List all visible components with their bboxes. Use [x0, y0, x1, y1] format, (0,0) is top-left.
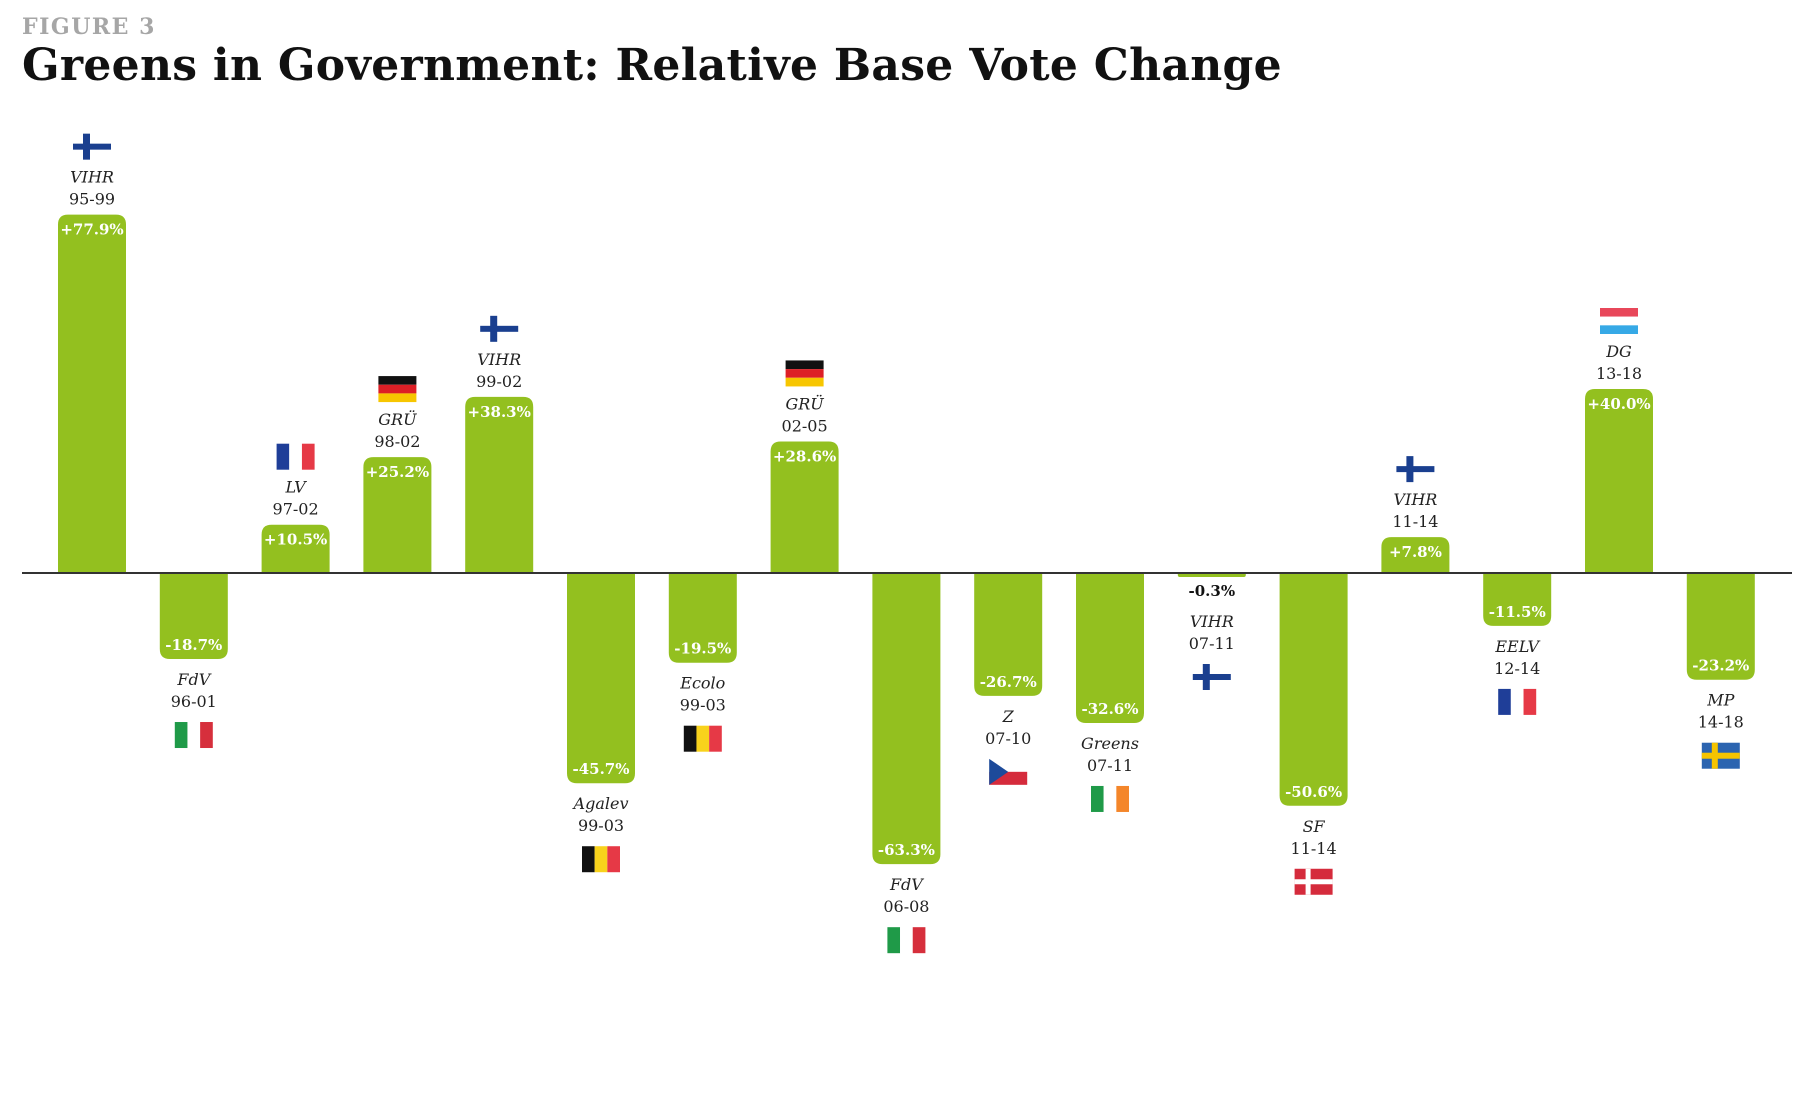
party-label: GRÜ [378, 409, 417, 429]
value-label: +10.5% [264, 531, 327, 549]
period-label: 99-03 [578, 816, 624, 835]
flag-icon-fi [480, 315, 519, 342]
bar [465, 396, 534, 573]
value-label: -63.3% [878, 841, 935, 859]
period-label: 07-11 [1189, 634, 1235, 653]
period-label: 99-03 [680, 696, 726, 715]
party-label: VIHR [1393, 490, 1437, 509]
value-label: -32.6% [1081, 700, 1138, 718]
value-label: -26.7% [980, 673, 1037, 691]
bar [363, 457, 432, 573]
period-label: 96-01 [171, 692, 217, 711]
party-label: VIHR [1190, 612, 1234, 631]
bar [58, 214, 126, 573]
bar [1483, 573, 1552, 626]
period-label: 14-18 [1698, 713, 1744, 732]
party-label: Agalev [572, 794, 629, 813]
value-label: +77.9% [60, 221, 123, 239]
flag-icon-de [785, 360, 824, 387]
flag-icon-de [378, 376, 417, 403]
party-label: SF [1303, 817, 1326, 836]
value-label: -0.3% [1189, 582, 1236, 600]
party-label: Ecolo [679, 674, 725, 693]
period-label: 99-02 [476, 372, 522, 391]
party-label: Z [1002, 707, 1015, 726]
flag-icon-fi [1192, 664, 1231, 690]
value-label: +7.8% [1389, 543, 1442, 561]
value-label: -23.2% [1692, 657, 1749, 675]
bar [872, 573, 941, 865]
value-label: +28.6% [773, 447, 836, 465]
value-label: -11.5% [1489, 603, 1546, 621]
party-label: EELV [1494, 637, 1540, 656]
bar [1585, 389, 1653, 573]
party-label: FdV [889, 875, 924, 894]
period-label: 97-02 [273, 500, 319, 519]
party-label: VIHR [477, 350, 521, 369]
flag-icon-dk [1294, 868, 1333, 895]
bar [261, 524, 330, 573]
party-label: Greens [1081, 734, 1139, 753]
period-label: 12-14 [1494, 659, 1540, 678]
flag-icon-it [887, 927, 926, 954]
flag-icon-be [683, 725, 722, 752]
flag-icon-it [174, 722, 213, 749]
party-label: MP [1706, 691, 1734, 710]
flag-icon-ie [1091, 785, 1129, 812]
value-label: +40.0% [1587, 395, 1650, 413]
bar [1381, 537, 1450, 573]
period-label: 07-10 [985, 729, 1031, 748]
flag-icon-lu [1600, 308, 1638, 334]
flag-icon-se [1701, 742, 1740, 769]
value-label: +25.2% [366, 463, 429, 481]
flag-icon-fr [1498, 688, 1537, 715]
bar [1279, 573, 1348, 806]
value-label: -45.7% [572, 760, 629, 778]
period-label: 06-08 [883, 897, 929, 916]
value-label: -18.7% [165, 636, 222, 654]
party-label: LV [284, 478, 307, 497]
bar [1076, 573, 1144, 723]
figure-label: FIGURE 3 [22, 14, 156, 40]
period-label: 98-02 [374, 432, 420, 451]
period-label: 95-99 [69, 190, 115, 209]
flag-icon-fr [276, 443, 315, 470]
flag-icon-fi [1396, 456, 1435, 483]
bar [567, 573, 635, 784]
chart-title: Greens in Government: Relative Base Vote… [22, 40, 1282, 91]
party-label: FdV [176, 670, 211, 689]
bar [770, 441, 839, 573]
period-label: 02-05 [782, 416, 828, 435]
value-label: -19.5% [674, 640, 731, 658]
bar [159, 573, 228, 660]
bar [1686, 573, 1755, 680]
party-label: VIHR [70, 168, 114, 187]
period-label: 07-11 [1087, 756, 1133, 775]
period-label: 11-14 [1392, 512, 1438, 531]
period-label: 13-18 [1596, 364, 1642, 383]
party-label: DG [1605, 342, 1632, 361]
flag-icon-cz [989, 758, 1028, 785]
flag-icon-be [582, 846, 620, 873]
party-label: GRÜ [785, 393, 824, 413]
period-label: 11-14 [1291, 839, 1337, 858]
bar [974, 573, 1043, 696]
value-label: +38.3% [468, 403, 531, 421]
bar [668, 573, 737, 663]
flag-icon-fi [73, 133, 111, 160]
value-label: -50.6% [1285, 783, 1342, 801]
